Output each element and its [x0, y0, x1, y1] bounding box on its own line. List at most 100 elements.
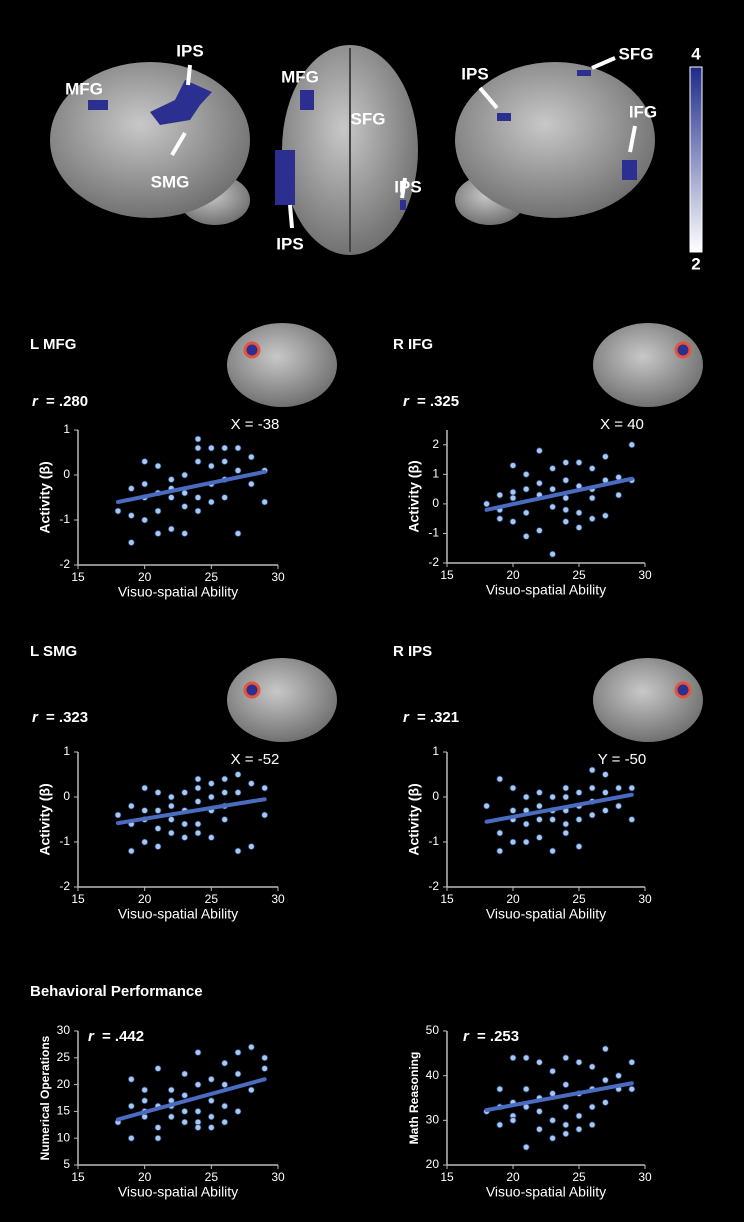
data-point	[602, 512, 609, 520]
x-tick-label: 20	[138, 1170, 152, 1184]
data-point	[141, 480, 149, 488]
data-point	[141, 807, 149, 814]
data-point	[194, 458, 202, 465]
x-tick-label: 25	[572, 568, 586, 582]
data-point	[575, 789, 583, 796]
region-label: IFG	[629, 102, 657, 121]
data-point	[154, 843, 162, 850]
data-point	[536, 479, 543, 487]
data-point	[127, 539, 135, 546]
data-point	[247, 780, 255, 787]
data-point	[234, 847, 242, 855]
data-point	[562, 1103, 570, 1111]
x-tick-label: 15	[440, 1170, 454, 1184]
data-point	[141, 516, 149, 524]
stat-symbol: r	[32, 709, 39, 726]
x-axis-label: Visuo-spatial Ability	[486, 582, 606, 598]
data-point	[167, 793, 175, 801]
data-point	[127, 1134, 135, 1142]
data-point	[575, 524, 583, 531]
y-tick-label: 0	[63, 789, 70, 803]
data-point	[207, 1075, 215, 1083]
data-point	[194, 507, 202, 515]
y-tick-label: 30	[57, 1023, 71, 1037]
colorbar	[689, 66, 703, 253]
inset-brain	[227, 658, 337, 742]
data-point	[194, 444, 202, 452]
data-point	[167, 494, 175, 501]
data-point	[522, 509, 530, 517]
data-point	[575, 843, 583, 850]
data-point	[522, 470, 530, 478]
y-tick-label: 2	[432, 437, 439, 451]
y-tick-label: 1	[432, 744, 439, 758]
data-point	[154, 530, 162, 537]
data-point	[522, 1085, 530, 1093]
x-axis-label: Visuo-spatial Ability	[118, 1184, 238, 1200]
fit-line	[116, 1077, 267, 1122]
slice-label: X = -38	[231, 416, 280, 433]
data-point	[194, 1081, 202, 1088]
region-label: SFG	[619, 44, 654, 63]
data-point	[602, 771, 609, 778]
inset-brain	[593, 658, 703, 742]
inset-roi	[674, 341, 692, 359]
data-point	[509, 462, 517, 469]
x-axis-label: Visuo-spatial Ability	[486, 1184, 606, 1200]
data-point	[575, 1112, 583, 1120]
fit-line	[484, 476, 634, 512]
data-point	[496, 847, 504, 855]
brain-renderings	[50, 45, 703, 255]
data-point	[575, 816, 583, 823]
data-point	[496, 1085, 504, 1093]
data-point	[575, 1058, 583, 1066]
data-point	[141, 784, 149, 792]
slice-label: X = -52	[231, 751, 280, 768]
data-point	[127, 802, 135, 810]
data-point	[194, 820, 202, 828]
data-point	[483, 500, 491, 508]
data-point	[483, 802, 491, 810]
data-point	[522, 533, 530, 540]
y-tick-label: 0	[432, 496, 439, 510]
data-point	[549, 793, 556, 801]
data-point	[181, 834, 189, 841]
data-point	[221, 789, 229, 796]
y-axis-label: Activity (β)	[406, 783, 422, 855]
data-point	[588, 494, 596, 502]
x-tick-label: 25	[572, 892, 586, 906]
data-point	[207, 498, 215, 506]
data-point	[247, 1086, 255, 1094]
data-point	[234, 1108, 242, 1115]
data-point	[575, 509, 583, 517]
y-tick-label: 40	[426, 1068, 440, 1082]
data-point	[167, 802, 175, 810]
x-tick-label: 15	[440, 892, 454, 906]
data-point	[221, 458, 229, 465]
inset-roi	[243, 341, 261, 359]
brain-right	[455, 62, 655, 218]
x-tick-label: 25	[205, 570, 219, 584]
y-tick-label: -2	[59, 557, 70, 571]
data-point	[234, 1070, 242, 1078]
panel-title: L SMG	[30, 643, 77, 660]
inset-brain	[227, 323, 337, 407]
data-point	[588, 784, 596, 792]
data-point	[181, 1108, 189, 1115]
fit-line	[484, 1081, 634, 1113]
data-point	[562, 459, 570, 466]
data-point	[549, 816, 556, 823]
data-point	[181, 471, 189, 479]
data-point	[615, 802, 622, 810]
x-tick-label: 20	[138, 570, 152, 584]
data-point	[602, 789, 609, 796]
y-tick-label: 10	[57, 1130, 71, 1144]
region-label: IPS	[176, 41, 203, 60]
data-point	[154, 807, 162, 814]
data-point	[154, 825, 162, 832]
data-point	[127, 1102, 135, 1110]
x-tick-label: 15	[71, 892, 85, 906]
data-point	[181, 789, 189, 796]
y-tick-label: -2	[59, 879, 70, 893]
